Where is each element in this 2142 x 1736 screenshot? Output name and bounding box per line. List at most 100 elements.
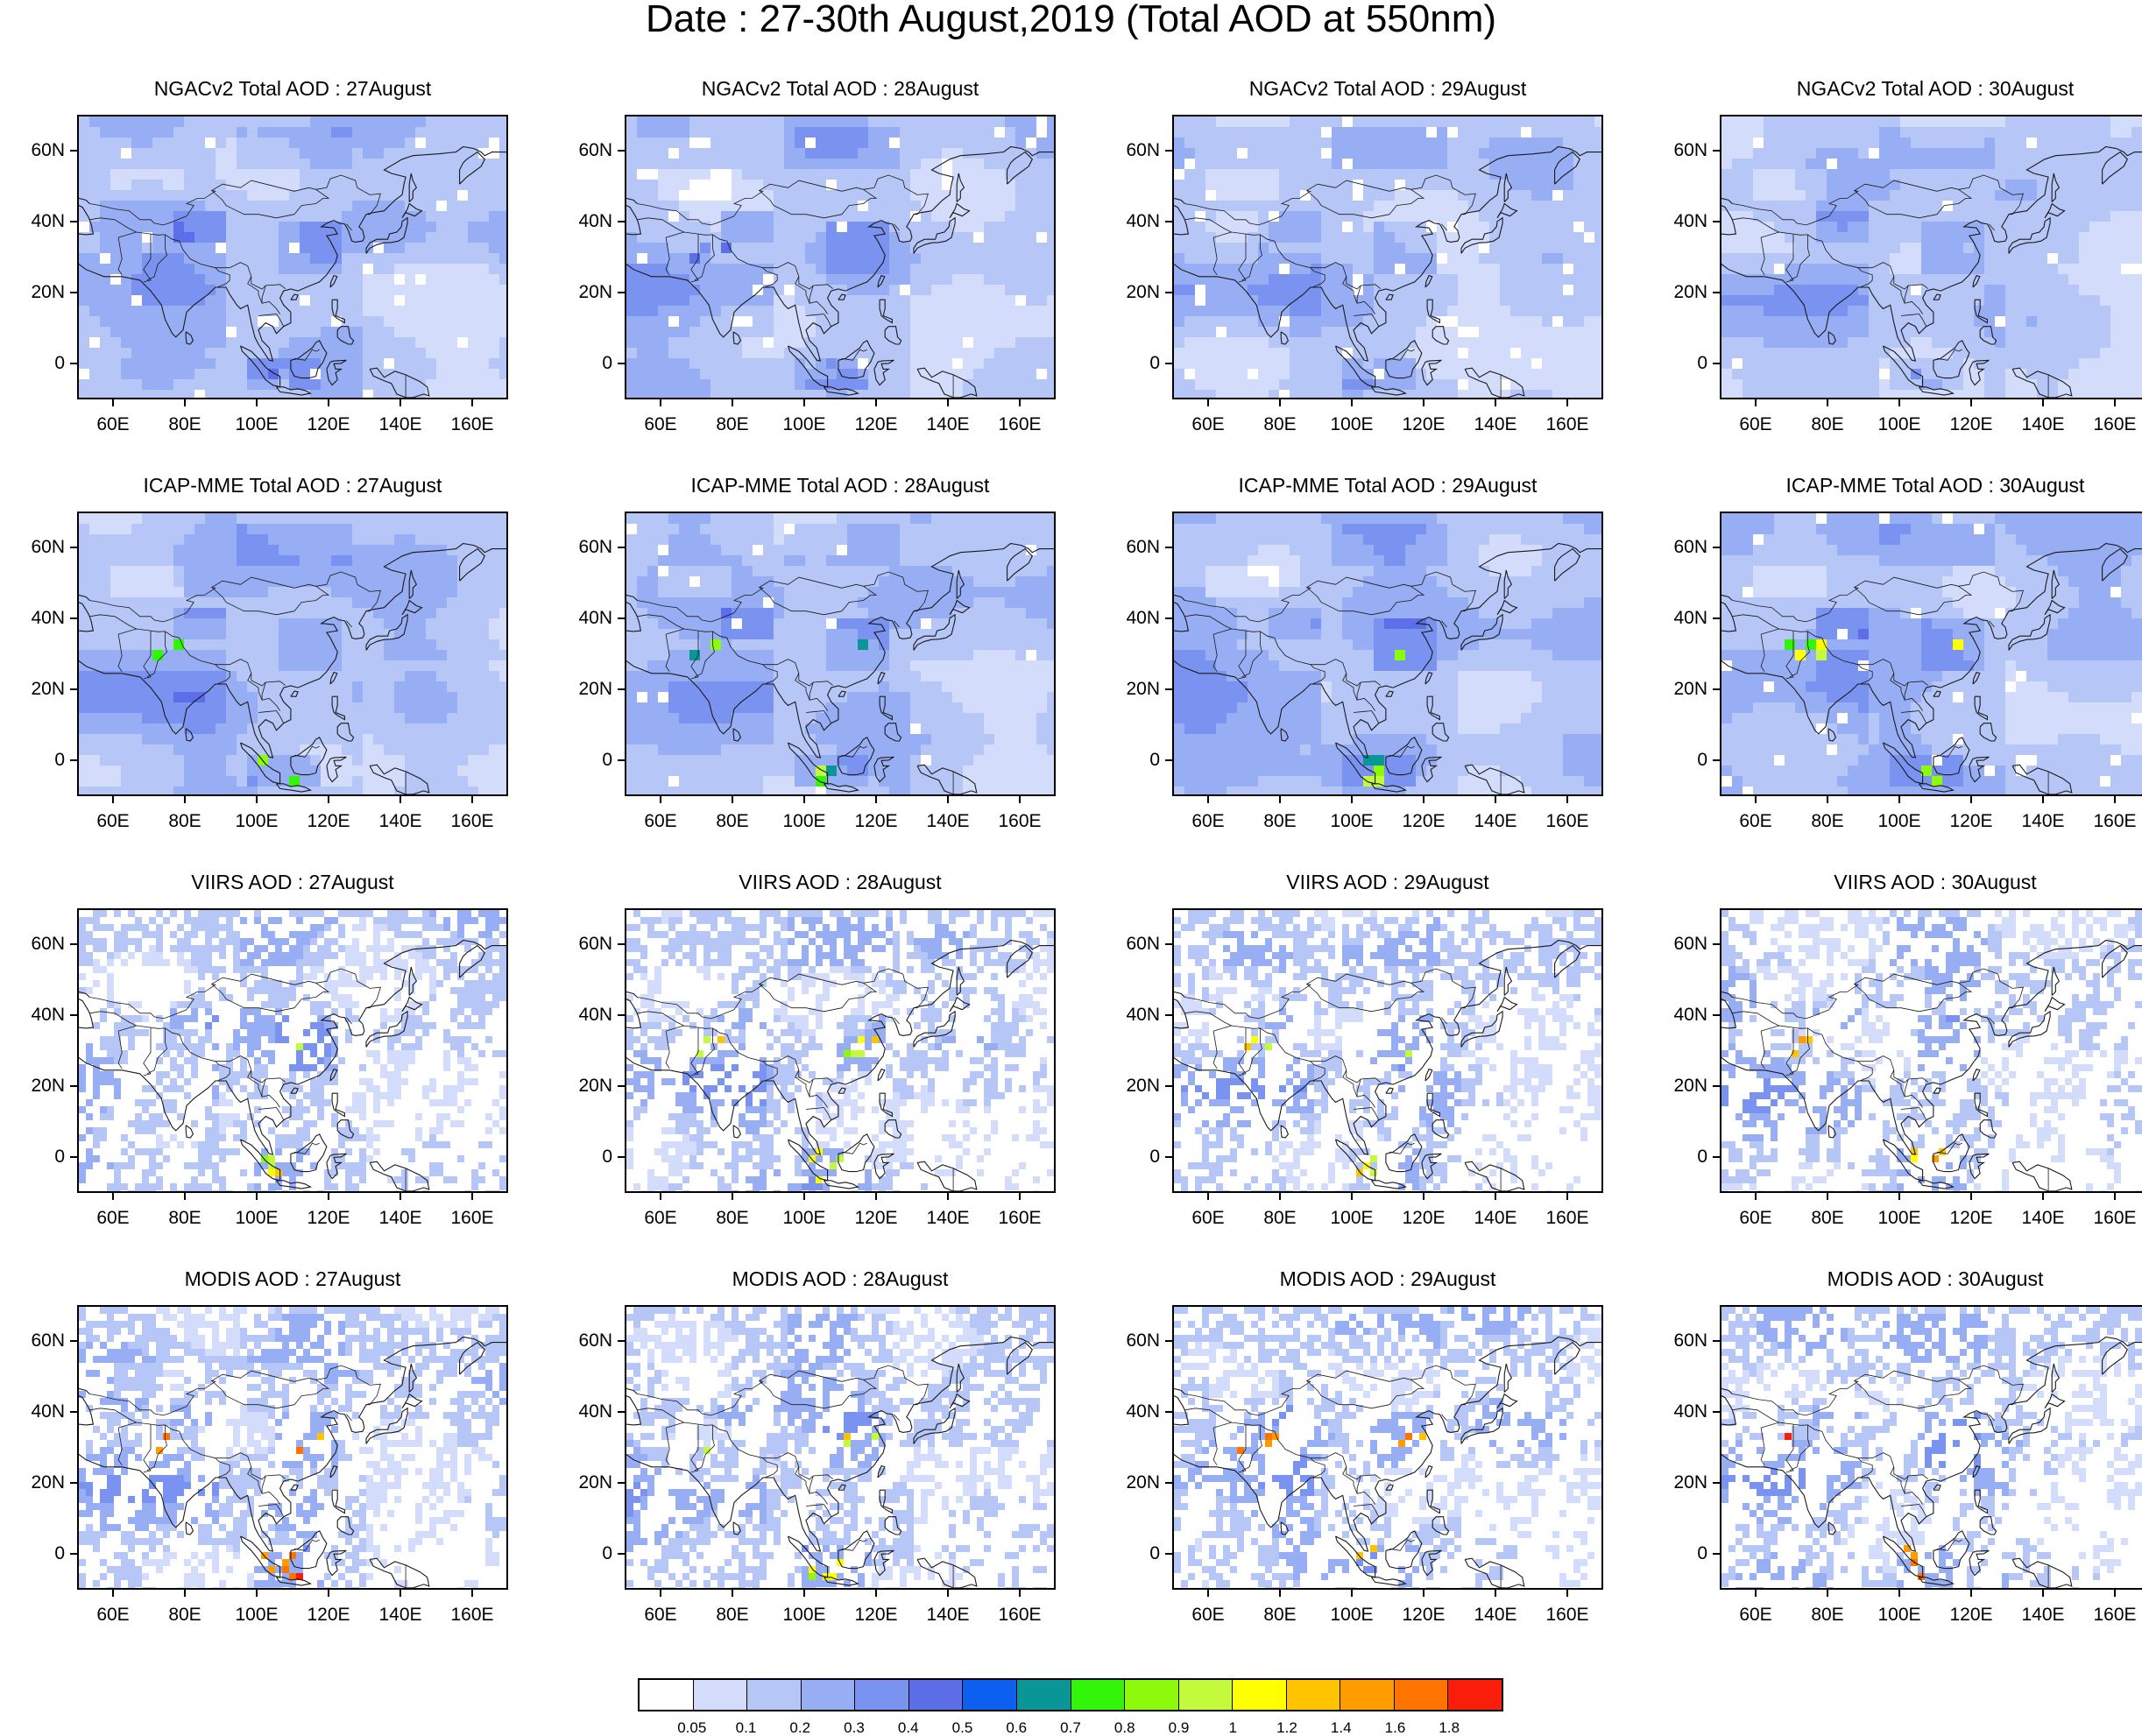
lat-tick [618, 688, 625, 690]
lat-tick-label: 0 [9, 1147, 65, 1167]
colorbar-label: 1.6 [1369, 1720, 1422, 1736]
lon-tick-label: 160E [442, 1605, 503, 1625]
lat-tick-label: 0 [556, 354, 612, 373]
lon-tick [732, 1193, 733, 1200]
lon-tick [471, 399, 473, 406]
lon-tick-label: 60E [82, 1209, 144, 1228]
lat-tick-label: 20N [556, 680, 612, 699]
lat-tick-label: 60N [1104, 1331, 1160, 1351]
lon-tick-label: 60E [1177, 415, 1239, 434]
lon-tick [399, 399, 401, 406]
aod-field [1174, 910, 1603, 1193]
lon-tick-label: 120E [1941, 1209, 2002, 1228]
lat-tick-label: 0 [1651, 354, 1707, 373]
lat-tick-label: 20N [9, 1076, 65, 1096]
colorbar-label: 1.4 [1315, 1720, 1368, 1736]
lon-tick [1423, 796, 1424, 803]
lon-tick-label: 80E [1249, 812, 1311, 831]
country-border [262, 1476, 280, 1505]
lon-tick-label: 120E [1941, 1605, 2002, 1625]
lon-tick [875, 399, 877, 406]
lon-tick-label: 140E [370, 1209, 431, 1228]
lon-tick-label: 160E [989, 1605, 1050, 1625]
lat-tick-label: 40N [9, 609, 65, 628]
coastline [1497, 998, 1517, 1012]
aod-field [626, 513, 1056, 796]
lon-tick-label: 80E [154, 415, 216, 434]
aod-field [626, 910, 1056, 1193]
lon-tick [112, 399, 114, 406]
colorbar-swatch [1233, 1680, 1287, 1710]
panel-title: NGACv2 Total AOD : 28August [625, 77, 1056, 100]
lon-tick-label: 60E [1177, 812, 1239, 831]
lat-tick-label: 20N [556, 1076, 612, 1096]
lon-tick [1827, 1193, 1828, 1200]
lat-tick [618, 1085, 625, 1087]
colorbar-label: 0.05 [666, 1720, 718, 1736]
lon-tick [803, 1193, 805, 1200]
lat-tick [70, 221, 77, 222]
lat-tick [618, 1340, 625, 1342]
lon-tick-label: 120E [298, 415, 359, 434]
aod-field [1174, 1307, 1603, 1590]
lon-tick-label: 120E [1941, 415, 2002, 434]
lon-tick-label: 80E [1797, 812, 1858, 831]
lon-tick-label: 140E [917, 812, 979, 831]
lat-tick [1165, 759, 1172, 761]
lat-tick-label: 20N [1651, 283, 1707, 302]
lat-tick [1713, 617, 1720, 619]
lon-tick [1827, 399, 1828, 406]
lat-tick-label: 20N [556, 1473, 612, 1493]
lon-tick [1827, 1590, 1828, 1597]
lat-tick-label: 40N [556, 1402, 612, 1422]
lat-tick-label: 0 [1104, 354, 1160, 373]
map-plot-area [1172, 512, 1603, 796]
lon-tick-label: 140E [1465, 1605, 1526, 1625]
lat-tick-label: 20N [1651, 1473, 1707, 1493]
lon-tick [803, 1590, 805, 1597]
aod-field [1174, 116, 1603, 399]
lon-tick-label: 140E [2012, 812, 2074, 831]
lat-tick [1713, 943, 1720, 945]
panel-title: NGACv2 Total AOD : 30August [1720, 77, 2142, 100]
lon-tick [2042, 1590, 2044, 1597]
panel-title: NGACv2 Total AOD : 29August [1172, 77, 1603, 100]
lon-tick-label: 140E [1465, 812, 1526, 831]
lat-tick-label: 40N [1104, 212, 1160, 231]
colorbar-swatch [1340, 1680, 1395, 1710]
lon-tick-label: 120E [298, 812, 359, 831]
lat-tick-label: 20N [1651, 680, 1707, 699]
lat-tick [1165, 1411, 1172, 1413]
aod-field [1174, 513, 1603, 796]
map-plot-area [1172, 1305, 1603, 1590]
lon-tick [328, 399, 329, 406]
aod-field [1721, 116, 2142, 399]
lat-tick [70, 943, 77, 945]
lat-tick [1165, 1482, 1172, 1484]
lat-tick [618, 150, 625, 152]
lon-tick-label: 80E [702, 812, 763, 831]
lon-tick-label: 160E [442, 812, 503, 831]
lon-tick-label: 100E [1321, 1605, 1382, 1625]
map-plot-area [77, 1305, 508, 1590]
aod-field [626, 116, 1056, 399]
lon-tick-label: 160E [2084, 415, 2142, 434]
lon-tick-label: 60E [82, 812, 144, 831]
lat-tick [1713, 150, 1720, 152]
lon-tick [256, 796, 258, 803]
lat-tick [1165, 547, 1172, 548]
panel-title: MODIS AOD : 27August [77, 1267, 508, 1290]
lat-tick-label: 40N [1104, 609, 1160, 628]
lon-tick-label: 160E [989, 1209, 1050, 1228]
lat-tick-label: 40N [556, 1006, 612, 1025]
lon-tick [328, 1590, 329, 1597]
aod-field [79, 513, 508, 796]
lon-tick-label: 80E [1249, 415, 1311, 434]
lat-tick [1713, 1553, 1720, 1555]
lat-tick-label: 0 [1104, 1147, 1160, 1167]
